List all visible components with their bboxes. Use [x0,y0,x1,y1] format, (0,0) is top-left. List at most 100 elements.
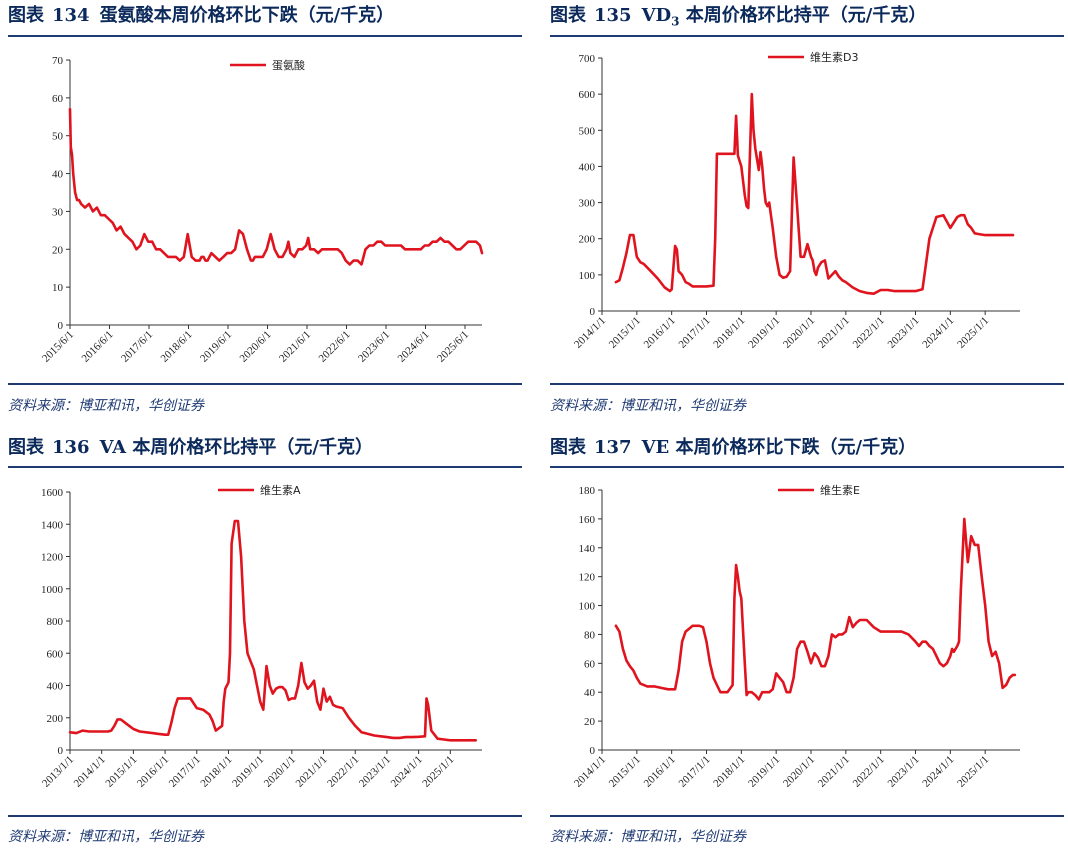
y-tick-label: 800 [47,616,64,628]
x-tick-label: 2022/1/1 [325,754,361,790]
x-tick-label: 2014/1/1 [572,315,608,351]
x-tick-label: 2021/1/1 [294,754,330,790]
panel-title-text: VE 本周价格环比下跌（元/千克） [641,437,917,458]
source-rule [8,383,522,385]
x-tick-label: 2023/6/1 [356,329,392,365]
y-tick-label: 1600 [41,487,64,499]
panel-title-number: 135 [594,5,632,26]
chart-panel-134: 图表 134 蛋氨酸本周价格环比下跌（元/千克） 0 10 20 30 40 50 60 70 20… [8,0,522,425]
x-tick-label: 2015/1/1 [607,754,643,790]
legend-label: 蛋氨酸 [272,58,305,72]
panel-title-text: 蛋氨酸本周价格环比下跌（元/千克） [99,5,395,26]
x-tick-label: 2022/1/1 [851,754,887,790]
x-tick-label: 2020/1/1 [781,754,817,790]
y-tick-label: 10 [52,282,64,294]
x-tick-label: 2025/1/1 [420,754,456,790]
legend-label: 维生素D3 [810,50,858,64]
y-tick-label: 600 [47,648,64,660]
source-note: 资料来源：博亚和讯，华创证券 [550,398,746,414]
y-tick-label: 0 [58,745,64,757]
title-rule [550,35,1064,37]
x-tick-label: 2018/1/1 [198,754,234,790]
x-tick-label: 2022/6/1 [316,329,352,365]
panel-title: 图表 135 VD3 本周价格环比持平（元/千克） [550,0,926,32]
series-line [614,517,1017,701]
panel-title: 图表 137 VE 本周价格环比下跌（元/千克） [550,432,916,464]
chart-panel-135: 图表 135 VD3 本周价格环比持平（元/千克） 0 100 200 300 400 500… [550,0,1064,425]
y-tick-label: 200 [47,713,64,725]
x-tick-label: 2015/6/1 [40,329,76,365]
x-tick-label: 2023/1/1 [885,754,921,790]
source-rule [550,383,1064,385]
y-tick-label: 600 [579,89,596,101]
legend-label: 维生素E [820,483,860,497]
x-tick-label: 2024/6/1 [395,329,431,365]
x-tick-label: 2024/1/1 [389,754,425,790]
panel-title-number: 136 [52,437,90,458]
y-tick-label: 0 [590,306,596,318]
line-chart-ve: 0 20 40 60 80 100 120 140 160 180 2014/1/12015/1/1… [572,483,1020,790]
x-tick-label: 2017/1/1 [676,754,712,790]
y-tick-label: 20 [52,244,64,256]
title-rule [8,466,522,468]
panel-title-number: 134 [52,5,90,26]
x-tick-label: 2021/1/1 [816,754,852,790]
panel-title: 图表 136 VA 本周价格环比持平（元/千克） [8,432,373,464]
x-tick-label: 2017/6/1 [119,329,155,365]
y-tick-label: 500 [579,125,596,137]
y-tick-label: 50 [52,131,64,143]
source-rule [8,815,522,817]
x-tick-label: 2025/1/1 [955,754,991,790]
x-tick-label: 2015/1/1 [607,315,643,351]
x-tick-label: 2024/1/1 [920,315,956,351]
x-tick-label: 2023/1/1 [357,754,393,790]
x-tick-label: 2025/1/1 [955,315,991,351]
panel-title-number: 137 [594,437,632,458]
y-tick-label: 400 [47,681,64,693]
y-tick-label: 0 [590,745,596,757]
x-tick-label: 2019/6/1 [198,329,234,365]
legend-label: 维生素A [260,483,301,497]
series-line [68,107,484,266]
x-tick-label: 2025/6/1 [435,329,471,365]
x-tick-label: 2016/6/1 [79,329,115,365]
line-chart-va: 020040060080010001200140016002013/1/1201… [40,483,482,790]
y-tick-label: 160 [579,514,596,526]
y-tick-label: 20 [584,716,596,728]
y-tick-label: 60 [584,658,596,670]
y-tick-label: 1200 [41,552,64,564]
x-tick-label: 2014/1/1 [572,754,608,790]
line-chart-vd3: 01002003004005006007002014/1/12015/1/120… [572,50,1020,351]
panel-title-prefix: 图表 [550,5,586,26]
x-tick-label: 2019/1/1 [746,754,782,790]
x-tick-label: 2018/1/1 [711,315,747,351]
panel-title-prefix: 图表 [8,437,44,458]
chart-panel-136: 图表 136 VA 本周价格环比持平（元/千克） 0 200 400 600 800 1000… [8,432,522,851]
y-tick-label: 140 [579,543,596,555]
y-tick-label: 100 [579,601,596,613]
chart-panel-137: 图表 137 VE 本周价格环比下跌（元/千克） 0 20 40 60 80 100 120 14… [550,432,1064,851]
x-tick-label: 2013/1/1 [40,754,76,790]
y-tick-label: 30 [52,206,64,218]
x-tick-label: 2023/1/1 [885,315,921,351]
x-tick-label: 2015/1/1 [103,754,139,790]
y-tick-label: 1000 [41,584,64,596]
x-tick-label: 2022/1/1 [851,315,887,351]
title-rule [550,466,1064,468]
x-tick-label: 2024/1/1 [920,754,956,790]
x-tick-label: 2018/6/1 [158,329,194,365]
y-tick-label: 60 [52,93,64,105]
series-line [68,519,478,742]
y-tick-label: 180 [579,485,596,497]
x-tick-label: 2020/6/1 [237,329,273,365]
x-tick-label: 2014/1/1 [72,754,108,790]
y-tick-label: 200 [579,234,596,246]
x-tick-label: 2019/1/1 [746,315,782,351]
source-rule [550,815,1064,817]
panel-title-text-sub: 3 [671,14,680,29]
series-line [614,92,1015,295]
x-tick-label: 2021/6/1 [277,329,313,365]
y-tick-label: 80 [584,629,596,641]
x-tick-label: 2016/1/1 [135,754,171,790]
